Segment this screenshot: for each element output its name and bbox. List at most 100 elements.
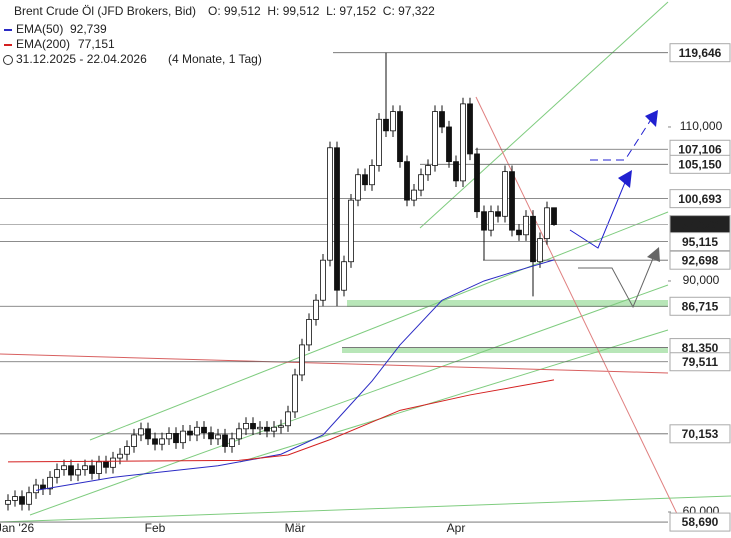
level-label: 92,698 <box>682 253 719 267</box>
candle-body <box>446 126 452 163</box>
candle-body <box>425 165 431 176</box>
candle-body <box>110 457 116 468</box>
candle-body <box>19 496 25 505</box>
trend-line <box>475 96 681 521</box>
candle-body <box>40 484 46 490</box>
candle-body <box>131 434 137 447</box>
candle-body <box>208 432 214 440</box>
candle-body <box>516 229 522 236</box>
candle-body <box>278 425 284 428</box>
candle-body <box>166 433 172 440</box>
level-label: 100,693 <box>678 192 722 206</box>
candle-body <box>243 423 249 430</box>
legend-name: EMA(50) <box>16 22 63 36</box>
level-label: 119,646 <box>679 46 722 60</box>
candle-body <box>194 426 200 436</box>
candle-body <box>292 374 298 413</box>
level-label: 86,715 <box>682 299 719 313</box>
scenario-arrow <box>578 255 655 309</box>
candle-body <box>33 484 39 494</box>
x-tick-label: Apr <box>447 521 466 535</box>
arrow-head <box>647 247 660 262</box>
candle-body <box>537 238 543 263</box>
candle-body <box>173 433 179 444</box>
candle-body <box>61 465 67 471</box>
candle-body <box>145 428 151 440</box>
level-box <box>669 154 731 174</box>
candle-body <box>481 211 487 231</box>
level-box <box>669 296 731 316</box>
candle-body <box>348 199 354 263</box>
legend-name: EMA(200) <box>16 37 70 51</box>
candle-body <box>271 426 277 432</box>
candle-body <box>369 165 375 186</box>
candle-body <box>82 465 88 471</box>
ema-line <box>7 379 555 463</box>
annotations <box>0 1 731 523</box>
candle-body <box>439 111 445 128</box>
y-tick-label: 90,000 <box>683 273 720 287</box>
candle-body <box>152 438 158 445</box>
level-label: 79,511 <box>682 355 718 369</box>
candle-body <box>467 103 473 155</box>
level-box <box>669 232 731 252</box>
candle-body <box>411 189 417 201</box>
candle-body <box>306 319 312 346</box>
level-box <box>669 43 731 63</box>
candle-body <box>229 438 235 447</box>
scenario-arrow <box>590 117 653 161</box>
candle-body <box>488 211 494 231</box>
candle-body <box>299 344 305 376</box>
level-label: 107,106 <box>678 142 722 156</box>
candle-body <box>509 171 515 231</box>
trend-line <box>29 284 669 516</box>
legend-value: 77,151 <box>78 37 115 51</box>
candle-body <box>215 434 221 440</box>
trend-line <box>89 211 669 441</box>
candle-body <box>460 103 466 182</box>
legend-value: 92,739 <box>70 22 107 36</box>
candle-body <box>313 299 319 320</box>
candle-body <box>117 453 123 459</box>
candle-body <box>68 465 74 476</box>
candle-body <box>355 174 361 201</box>
candle-body <box>530 215 536 263</box>
candle-body <box>264 426 270 432</box>
candle-body <box>159 438 165 445</box>
candle-body <box>320 259 326 301</box>
candle-body <box>376 118 382 166</box>
candle-body <box>502 171 508 217</box>
candle-body <box>187 430 193 436</box>
candle-body <box>495 211 501 217</box>
candle-body <box>236 428 242 440</box>
plot: Jan '26 Feb Mär Apr <box>0 52 557 535</box>
support-band <box>342 348 668 353</box>
candle-body <box>362 174 368 186</box>
candle-body <box>75 469 81 476</box>
y-tick-label: 110,000 <box>680 119 723 133</box>
x-tick-label: Jan '26 <box>0 521 34 535</box>
level-box <box>669 512 731 532</box>
candle-body <box>180 430 186 444</box>
candle-body <box>404 161 410 201</box>
candle-body <box>383 118 389 132</box>
candle-body <box>257 426 263 430</box>
level-box <box>669 250 731 270</box>
candle-body <box>5 500 11 505</box>
date-range: 31.12.2025 - 22.04.2026 <box>16 52 147 66</box>
header: Brent Crude Öl (JFD Brokers, Bid) O: 99,… <box>3 4 435 66</box>
level-label: 58,690 <box>682 515 719 529</box>
title: Brent Crude Öl (JFD Brokers, Bid) <box>14 4 196 18</box>
trend-line <box>419 1 669 229</box>
candle-body <box>341 261 347 291</box>
level-box <box>669 424 731 444</box>
candle-body <box>222 434 228 447</box>
candle-body <box>432 111 438 166</box>
candle-body <box>89 465 95 474</box>
level-label: 81,350 <box>682 341 719 355</box>
candle-body <box>474 153 480 213</box>
candle-body <box>390 111 396 132</box>
x-tick-label: Mär <box>285 521 306 535</box>
arrow-head <box>618 170 632 188</box>
